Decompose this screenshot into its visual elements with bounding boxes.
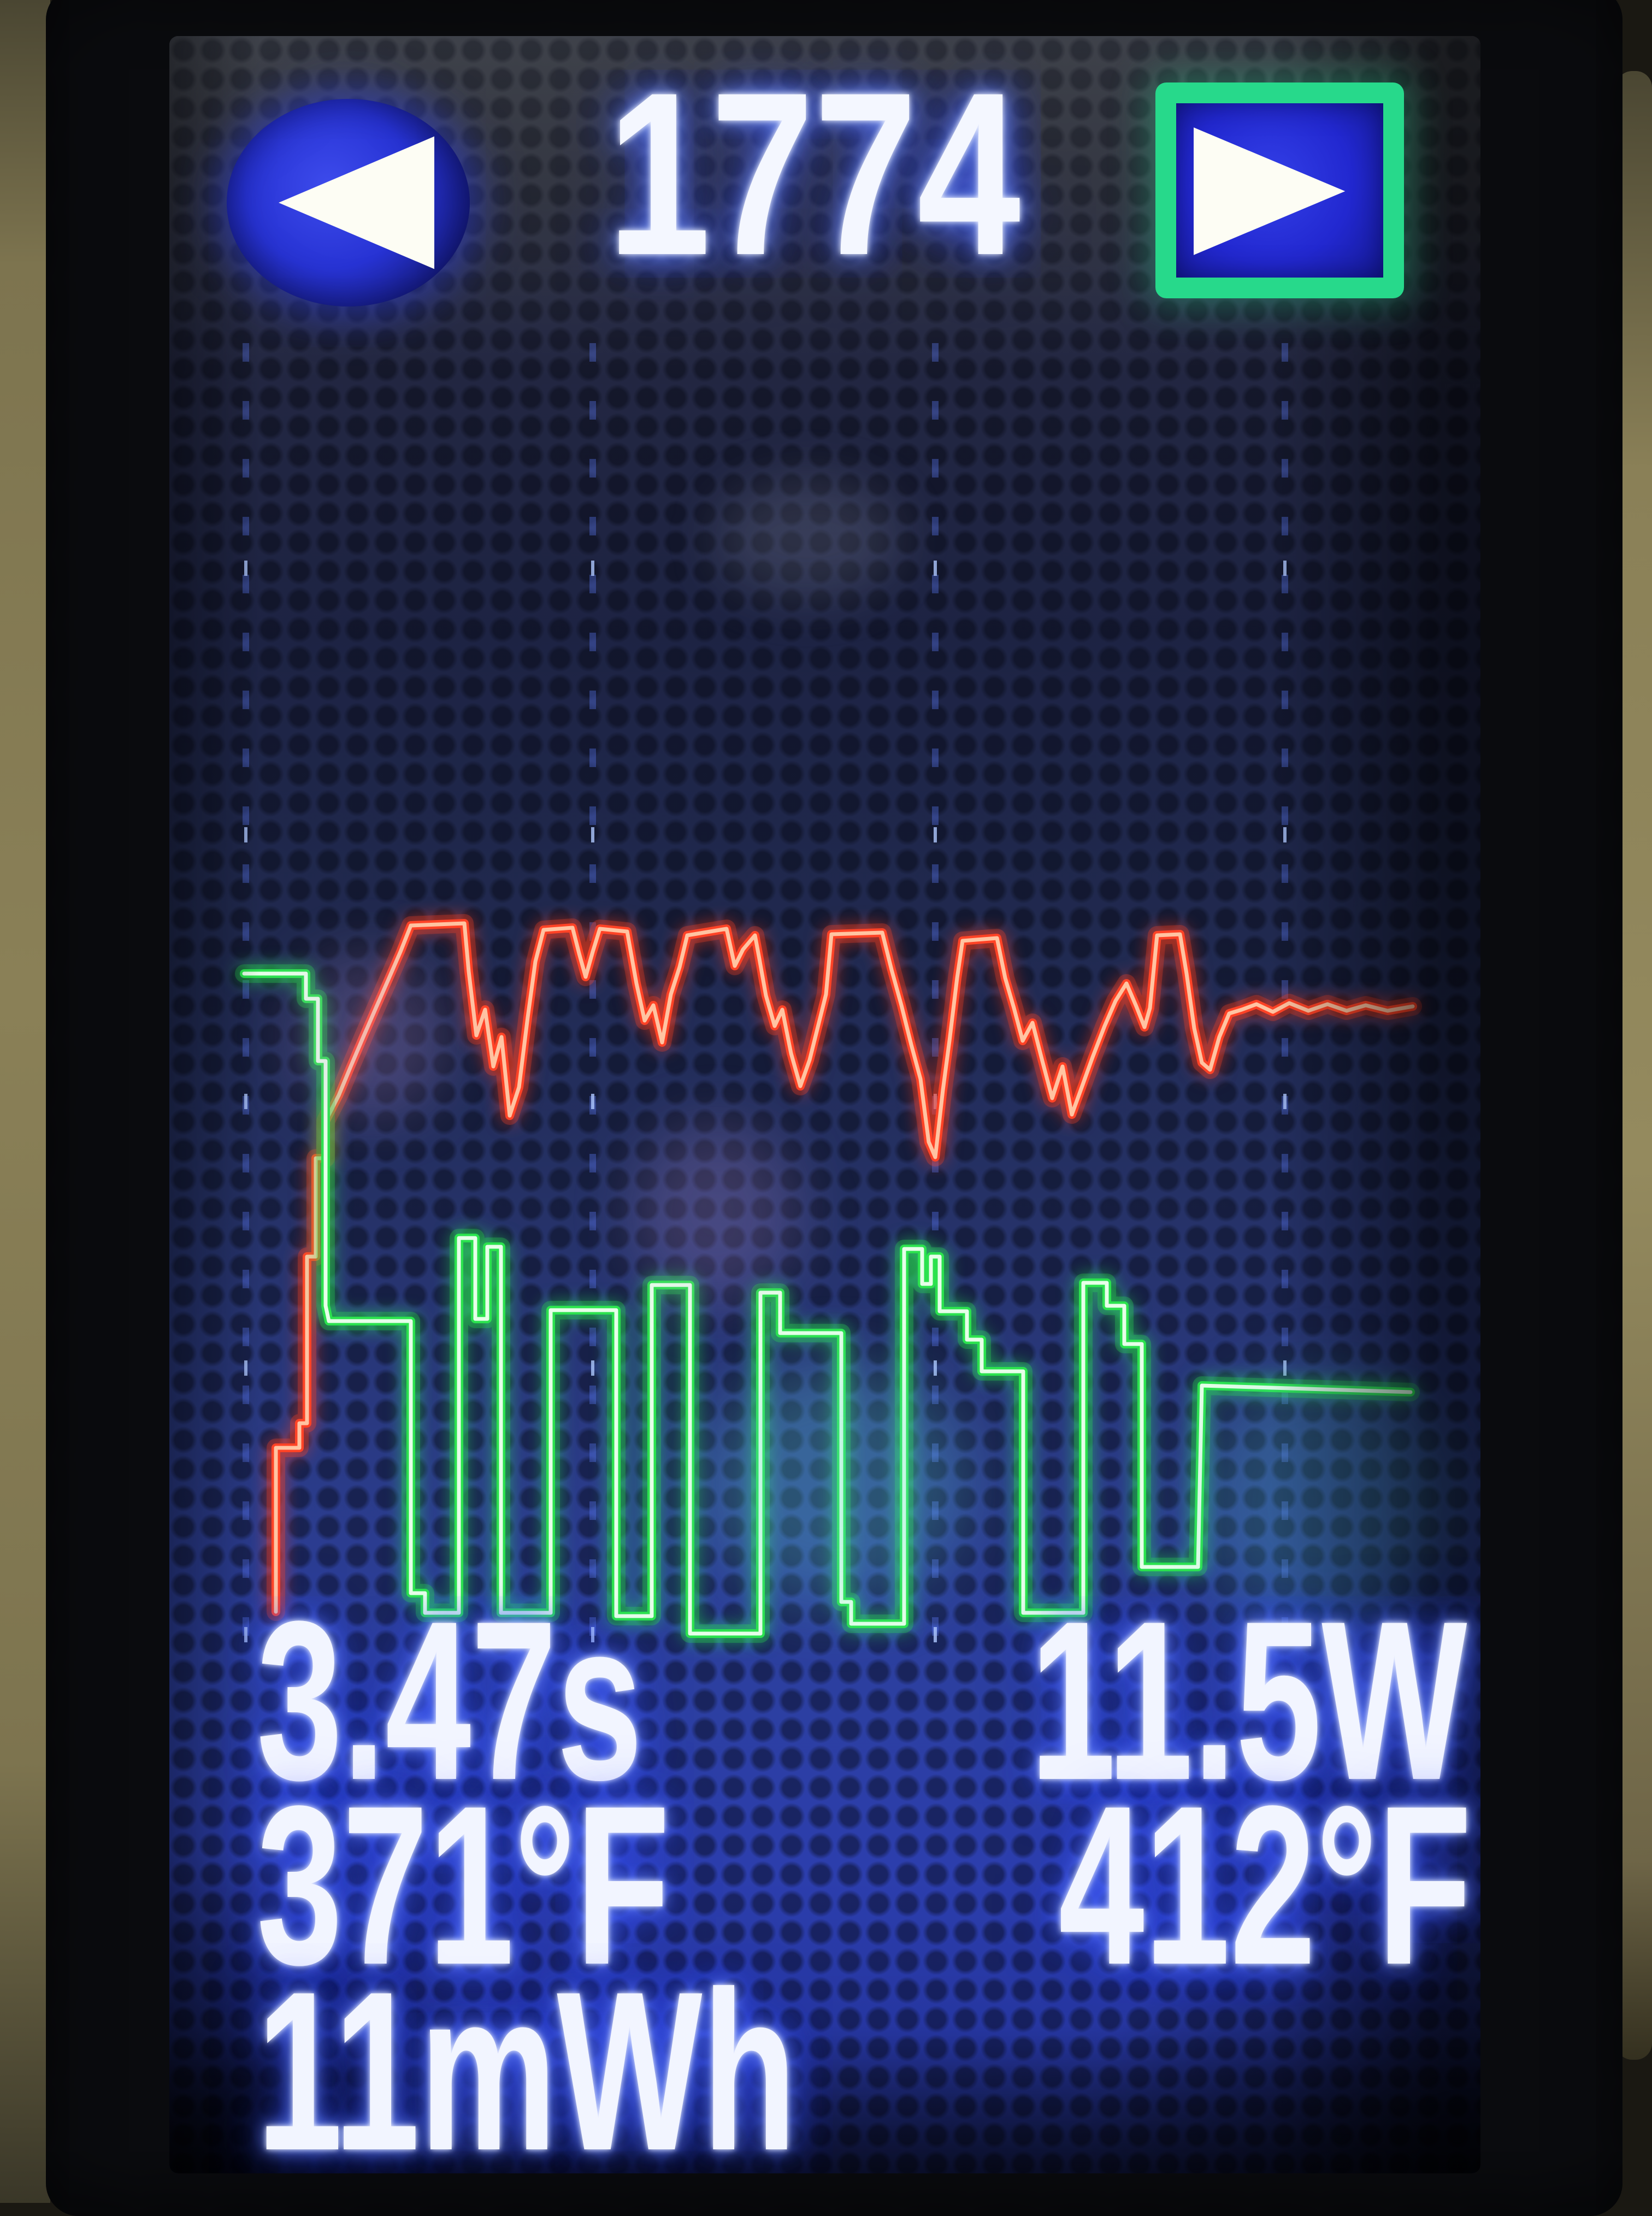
stat-temp-right: 412°F xyxy=(1058,1758,1472,2012)
left-triangle-icon xyxy=(279,136,434,269)
device-screen: 1774 3.47s 11.5W 371°F 412°F 11mWh xyxy=(169,36,1480,2173)
right-triangle-icon xyxy=(1194,127,1346,255)
power-line xyxy=(235,964,1420,1643)
stat-energy: 11mWh xyxy=(257,1944,796,2174)
background-surface-left xyxy=(0,0,50,2203)
puff-counter: 1774 xyxy=(607,44,1021,304)
prev-puff-button[interactable] xyxy=(227,99,470,307)
next-puff-button[interactable] xyxy=(1155,82,1404,298)
